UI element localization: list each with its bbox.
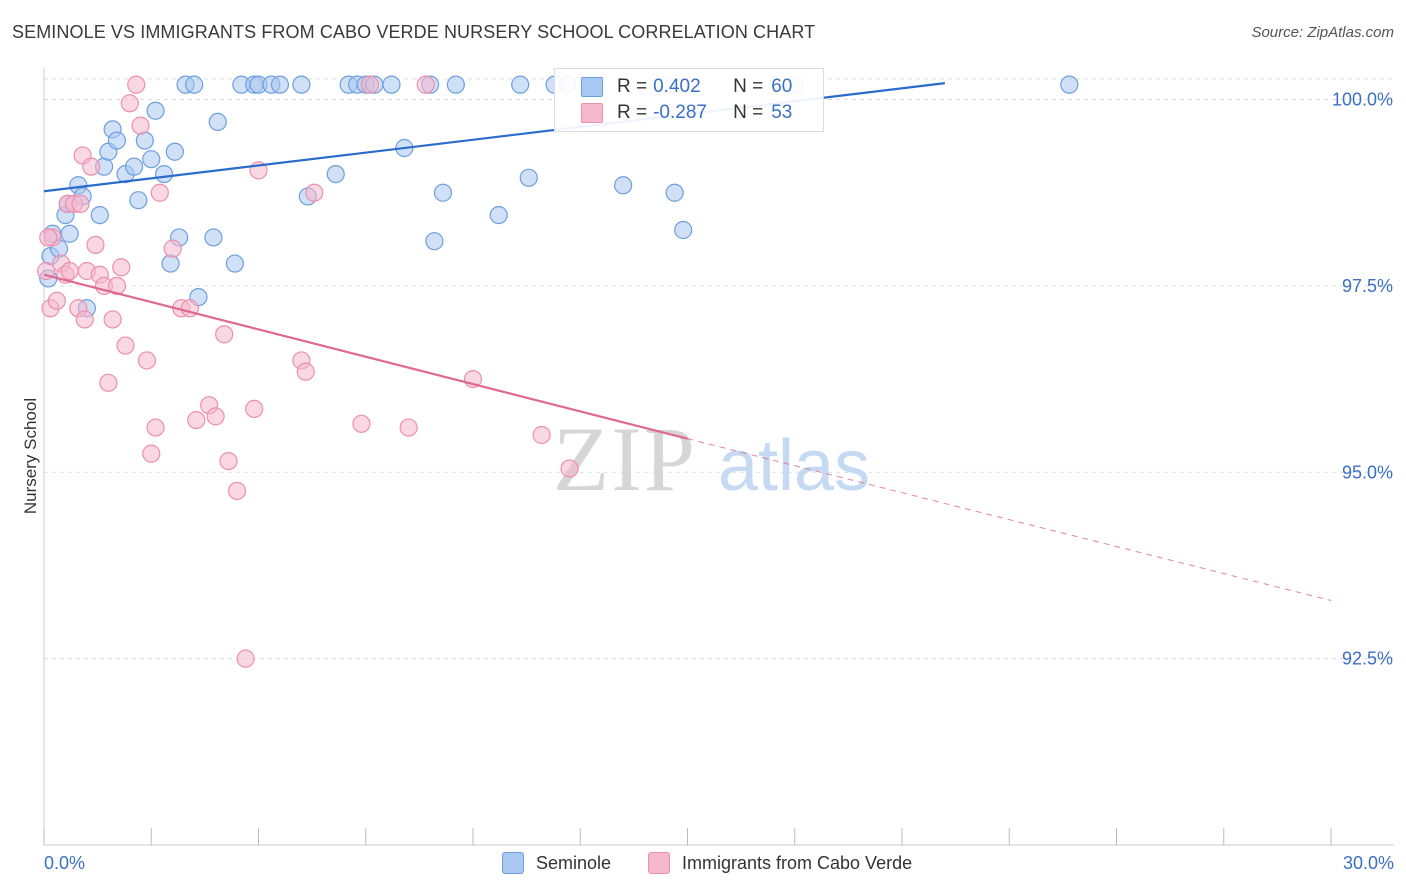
watermark-zip: ZIP bbox=[553, 408, 697, 510]
legend-n-value: 53 bbox=[771, 102, 793, 123]
data-point bbox=[674, 220, 693, 240]
data-point bbox=[146, 418, 165, 437]
data-point bbox=[60, 224, 79, 243]
watermark-atlas: atlas bbox=[718, 426, 870, 506]
data-point bbox=[185, 75, 204, 94]
data-point bbox=[103, 310, 122, 329]
data-point bbox=[433, 183, 453, 202]
data-point bbox=[352, 414, 371, 433]
series-legend-cabo-verde[interactable]: Immigrants from Cabo Verde bbox=[648, 852, 912, 874]
legend-row-cabo-verde: R = -0.287 N = 53 bbox=[581, 101, 792, 125]
y-tick-label: 95.0% bbox=[1342, 462, 1393, 482]
legend-swatch-blue bbox=[581, 77, 603, 97]
series-swatch-pink bbox=[648, 852, 670, 874]
data-point bbox=[165, 142, 184, 161]
series-legend: Seminole Immigrants from Cabo Verde bbox=[0, 852, 1406, 878]
data-point bbox=[511, 75, 530, 94]
data-point bbox=[614, 176, 633, 195]
data-point bbox=[39, 228, 58, 247]
cabo-verde-trend-extension bbox=[687, 438, 1332, 601]
y-tick-label: 92.5% bbox=[1342, 649, 1393, 669]
data-point bbox=[227, 481, 247, 501]
legend-r-value: 0.402 bbox=[653, 76, 701, 97]
data-point bbox=[82, 157, 101, 176]
y-tick-label: 100.0% bbox=[1332, 90, 1393, 110]
data-point bbox=[270, 75, 290, 94]
data-point bbox=[127, 75, 146, 94]
series-legend-seminole[interactable]: Seminole bbox=[502, 852, 611, 874]
data-point bbox=[208, 112, 227, 132]
x-tick-label: 0.0% bbox=[44, 853, 85, 873]
data-point bbox=[245, 399, 264, 419]
data-point bbox=[225, 254, 245, 273]
data-point bbox=[382, 75, 401, 94]
legend-r-label: R = bbox=[617, 76, 648, 97]
chart-source: Source: ZipAtlas.com bbox=[1251, 24, 1394, 41]
data-point bbox=[215, 325, 234, 344]
data-point bbox=[360, 75, 380, 94]
data-point bbox=[47, 291, 66, 310]
data-point bbox=[305, 183, 324, 202]
cabo-verde-trend-line bbox=[43, 273, 688, 440]
data-point bbox=[90, 205, 109, 225]
seminole-points bbox=[39, 75, 1079, 318]
data-point bbox=[1060, 75, 1079, 94]
data-point bbox=[142, 444, 161, 463]
data-point bbox=[519, 168, 538, 187]
cabo-verde-points bbox=[37, 75, 579, 668]
correlation-legend: R = 0.402 N = 60 R = -0.287 N = 53 bbox=[554, 68, 824, 132]
data-point bbox=[161, 254, 180, 273]
data-point bbox=[187, 410, 206, 430]
legend-r-label: R = bbox=[617, 102, 648, 123]
data-point bbox=[155, 164, 174, 184]
data-point bbox=[204, 228, 223, 247]
data-point bbox=[131, 116, 150, 135]
y-tick-label: 97.5% bbox=[1342, 276, 1393, 296]
data-point bbox=[129, 191, 148, 210]
legend-swatch-pink bbox=[581, 103, 603, 123]
data-point bbox=[112, 258, 131, 277]
data-point bbox=[399, 418, 418, 437]
data-point bbox=[142, 150, 161, 169]
data-point bbox=[425, 232, 444, 251]
x-tick-label: 30.0% bbox=[1343, 853, 1394, 873]
data-point bbox=[532, 425, 551, 445]
data-point bbox=[137, 351, 157, 370]
data-point bbox=[124, 157, 144, 176]
data-point bbox=[116, 336, 135, 355]
data-point bbox=[71, 194, 90, 214]
data-point bbox=[665, 183, 684, 202]
data-point bbox=[163, 239, 182, 258]
series-swatch-blue bbox=[502, 852, 524, 874]
chart-title: SEMINOLE VS IMMIGRANTS FROM CABO VERDE N… bbox=[12, 22, 816, 42]
data-point bbox=[296, 362, 315, 381]
legend-n-label: N = bbox=[733, 102, 764, 123]
legend-r-value: -0.287 bbox=[653, 102, 707, 123]
series-label-cabo-verde: Immigrants from Cabo Verde bbox=[682, 852, 913, 873]
data-point bbox=[135, 131, 154, 150]
data-point bbox=[120, 94, 139, 113]
data-point bbox=[146, 101, 165, 120]
data-point bbox=[416, 75, 435, 94]
data-point bbox=[107, 131, 127, 150]
data-point bbox=[560, 459, 579, 478]
data-point bbox=[75, 310, 94, 329]
data-point bbox=[236, 649, 255, 668]
data-point bbox=[292, 75, 311, 94]
series-label-seminole: Seminole bbox=[536, 852, 612, 873]
legend-row-seminole: R = 0.402 N = 60 bbox=[581, 75, 792, 99]
data-point bbox=[99, 373, 118, 392]
data-point bbox=[60, 261, 79, 281]
legend-n-label: N = bbox=[733, 76, 764, 97]
legend-n-value: 60 bbox=[771, 76, 793, 97]
y-axis-label: Nursery School bbox=[21, 397, 40, 515]
data-point bbox=[326, 164, 345, 184]
data-point bbox=[206, 407, 225, 426]
data-point bbox=[219, 451, 238, 471]
data-point bbox=[86, 235, 105, 255]
data-point bbox=[446, 75, 465, 94]
data-point bbox=[489, 205, 508, 225]
data-point bbox=[150, 183, 169, 202]
